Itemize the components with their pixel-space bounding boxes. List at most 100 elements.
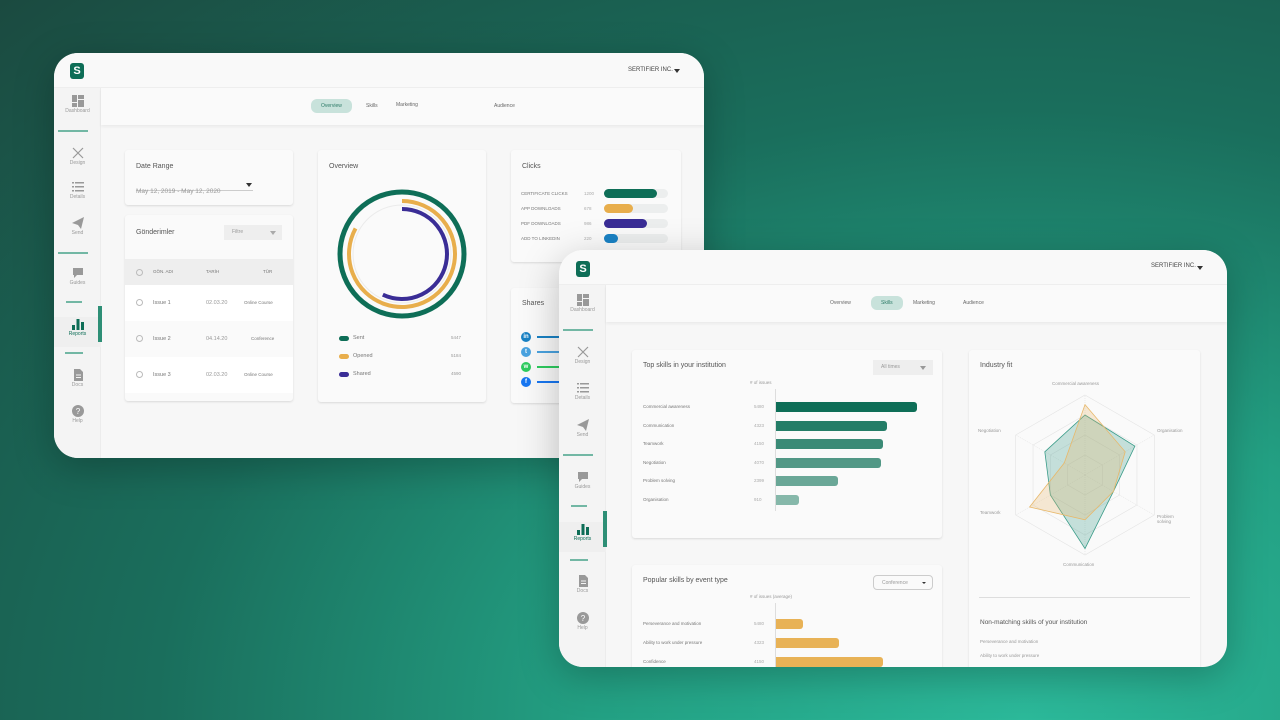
click-metric-bar [604, 189, 658, 198]
sidebar-item-guides[interactable]: Guides [54, 266, 101, 296]
skill-value: 5480 [754, 621, 765, 626]
select-all-checkbox[interactable] [136, 269, 143, 276]
skill-label: Problem solving [643, 478, 676, 484]
svg-text:?: ? [580, 614, 585, 623]
tab-marketing[interactable]: Marketing [396, 102, 418, 108]
legend-swatch [339, 336, 349, 341]
row-checkbox[interactable] [136, 299, 143, 306]
row-checkbox[interactable] [136, 335, 143, 342]
sidebar-label: Dashboard [65, 108, 90, 114]
card-title: Clicks [522, 163, 541, 170]
table-row[interactable]: Issue 2 04.14.20 Conference [125, 321, 293, 357]
issue-date: 04.14.20 [206, 336, 228, 342]
top-bar: S SERTIFIER INC. [559, 250, 1227, 285]
skill-value: 910 [754, 497, 762, 502]
click-metric-value: 220 [584, 236, 592, 241]
card-title: Industry fit [980, 362, 1013, 369]
skill-value: 4070 [754, 459, 765, 465]
column-header-name[interactable]: GÖN. ADI [153, 269, 174, 274]
sidebar-label: Reports [573, 536, 592, 542]
tab-skills[interactable]: Skills [871, 296, 903, 310]
sidebar-item-details[interactable]: Details [54, 180, 101, 210]
sidebar-item-docs[interactable]: Docs [54, 368, 101, 398]
sidebar-label: Design [69, 160, 86, 166]
time-filter-dropdown[interactable]: All times [873, 360, 933, 375]
skills-report-window: S SERTIFIER INC. Dashboard Design Detail… [559, 250, 1227, 667]
event-type-dropdown[interactable]: Conference [873, 575, 933, 590]
skill-label: Negotiation [643, 459, 666, 465]
issue-name: Issue 1 [153, 300, 171, 306]
tab-marketing[interactable]: Marketing [913, 300, 935, 306]
sidebar-item-dashboard[interactable]: Dashboard [54, 94, 101, 124]
sidebar-item-dashboard[interactable]: Dashboard [559, 293, 606, 323]
skill-label: Commercial awareness [643, 404, 691, 409]
chevron-down-icon[interactable] [1197, 266, 1203, 270]
click-metric-value: 986 [584, 221, 592, 226]
card-title: Overview [329, 163, 359, 170]
sertifier-logo[interactable]: S [70, 63, 84, 79]
table-row[interactable]: Issue 1 02.03.20 Online Course [125, 285, 293, 321]
click-metric-bar [604, 234, 619, 243]
sidebar-section-divider [563, 329, 593, 331]
help-icon: ? [71, 404, 84, 417]
document-icon [72, 368, 84, 381]
sidebar-item-help[interactable]: ? Help [559, 611, 606, 641]
sertifier-logo[interactable]: S [576, 261, 590, 277]
tab-skills[interactable]: Skills [366, 103, 378, 109]
date-range-value: May 12, 2019 - May 12, 2020 [136, 188, 221, 195]
issue-date: 02.03.20 [206, 372, 228, 378]
sidebar-label: Send [71, 230, 84, 236]
sidebar-item-reports[interactable]: Reports [559, 511, 607, 552]
industry-fit-card: Industry fit Commercial awareness Organis… [969, 350, 1200, 667]
card-title: Popular skills by event type [643, 577, 728, 584]
date-range-card: Date Range May 12, 2019 - May 12, 2020 [125, 150, 293, 205]
chevron-down-icon[interactable] [674, 69, 680, 73]
sidebar-item-reports[interactable]: Reports [54, 306, 102, 347]
click-metric-value: 678 [584, 206, 592, 211]
date-range-picker[interactable]: May 12, 2019 - May 12, 2020 [136, 180, 253, 195]
table-row[interactable]: Issue 3 02.03.20 Online Course [125, 357, 293, 393]
row-checkbox[interactable] [136, 371, 143, 378]
tab-overview[interactable]: Overview [830, 300, 851, 306]
axis-label: # of issues [750, 380, 772, 385]
issue-name: Issue 3 [153, 372, 171, 378]
sidebar-label: Guides [69, 280, 86, 286]
chevron-down-icon [246, 183, 252, 187]
column-header-type[interactable]: TÜR [263, 269, 273, 274]
sidebar-item-help[interactable]: ? Help [54, 404, 101, 434]
sidebar: Dashboard Design Details Send Guides Rep… [559, 285, 607, 667]
list-icon [576, 381, 589, 393]
filter-dropdown[interactable]: Filtre [224, 225, 282, 240]
company-selector[interactable]: SERTIFIER INC. [628, 67, 673, 73]
legend-value: 4590 [451, 371, 462, 376]
sidebar-item-send[interactable]: Send [54, 216, 101, 246]
tab-overview[interactable]: Overview [311, 99, 352, 113]
sidebar-item-details[interactable]: Details [559, 381, 606, 411]
company-selector[interactable]: SERTIFIER INC. [1151, 263, 1196, 269]
legend-label: Opened [353, 353, 373, 359]
card-title: Gönderimler [136, 229, 175, 236]
report-tabs: Overview Skills Marketing Audience [101, 88, 704, 125]
sidebar-item-guides[interactable]: Guides [559, 470, 606, 500]
sidebar-item-send[interactable]: Send [559, 418, 606, 448]
design-icon [72, 146, 84, 159]
tab-audience[interactable]: Audience [963, 300, 984, 306]
click-metric-label: APP DOWNLOADS [521, 206, 561, 211]
sidebar: Dashboard Design Details Send Guides Rep… [54, 88, 102, 458]
card-title: Non-matching skills of your institution [980, 619, 1088, 626]
sidebar-item-design[interactable]: Design [54, 146, 101, 176]
card-title: Shares [522, 300, 545, 307]
sidebar-item-design[interactable]: Design [559, 345, 606, 375]
card-title: Top skills in your institution [643, 362, 726, 369]
issue-date: 02.03.20 [206, 300, 228, 306]
sidebar-label: Help [577, 625, 588, 631]
chevron-down-icon [920, 366, 926, 370]
sidebar-section-divider [58, 252, 88, 254]
tab-audience[interactable]: Audience [494, 103, 515, 109]
ring-opened [347, 199, 457, 309]
sidebar-item-docs[interactable]: Docs [559, 574, 606, 604]
top-bar: S SERTIFIER INC. [54, 53, 704, 88]
list-icon [71, 180, 84, 192]
column-header-date[interactable]: TARİH [206, 269, 220, 274]
skill-bar [776, 476, 838, 487]
